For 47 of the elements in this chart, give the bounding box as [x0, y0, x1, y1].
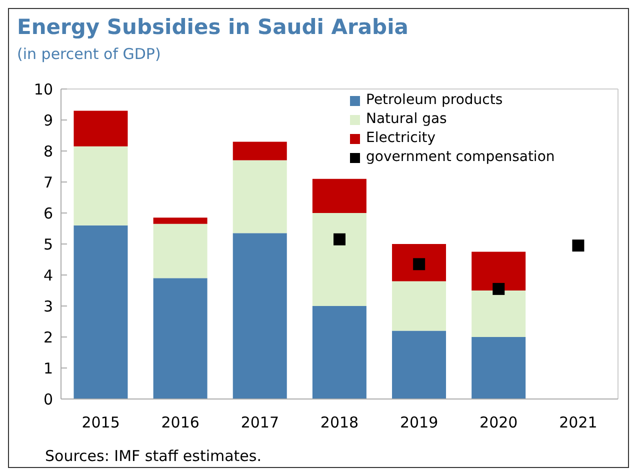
- x-tick-label: 2018: [320, 414, 359, 432]
- y-tick-label: 10: [34, 80, 53, 98]
- x-tick-label: 2020: [480, 414, 518, 432]
- x-tick-label: 2021: [559, 414, 598, 432]
- point: [492, 282, 505, 295]
- bar: [74, 146, 128, 226]
- y-tick-label: 7: [43, 173, 53, 192]
- bar: [392, 281, 446, 331]
- y-tick-label: 8: [43, 142, 53, 160]
- x-tick-label: 2015: [82, 414, 120, 432]
- chart-subtitle: (in percent of GDP): [17, 45, 161, 63]
- y-tick-label: 0: [43, 390, 53, 408]
- x-tick-label: 2016: [161, 414, 200, 432]
- y-tick-label: 6: [43, 204, 53, 222]
- legend-label: Natural gas: [366, 110, 447, 129]
- x-tick-label: 2019: [400, 414, 438, 432]
- bar: [153, 278, 208, 399]
- bar: [232, 160, 287, 234]
- chart-title: Energy Subsidies in Saudi Arabia: [17, 15, 408, 39]
- bar: [472, 337, 526, 399]
- bar: [74, 225, 128, 399]
- bar: [153, 224, 208, 278]
- bar: [472, 252, 526, 290]
- point: [413, 258, 426, 270]
- bar: [312, 178, 366, 213]
- y-tick-label: 5: [43, 235, 53, 254]
- source-note: Sources: IMF staff estimates.: [45, 447, 262, 465]
- bar: [312, 213, 366, 306]
- legend-label: Petroleum products: [366, 91, 503, 110]
- bar: [392, 330, 446, 399]
- legend-label: government compensation: [366, 148, 555, 167]
- y-tick-label: 2: [43, 328, 53, 346]
- x-tick-label: 2017: [240, 414, 280, 432]
- bar: [232, 142, 287, 160]
- y-tick-label: 4: [43, 266, 53, 284]
- bar: [232, 233, 287, 399]
- bar: [472, 290, 526, 337]
- y-tick-label: 9: [43, 111, 53, 130]
- y-tick-label: 3: [43, 297, 53, 316]
- y-tick-label: 1: [43, 359, 53, 378]
- point: [334, 233, 346, 246]
- point: [572, 240, 584, 252]
- bar: [312, 306, 366, 399]
- bar: [74, 110, 128, 146]
- bar: [392, 244, 446, 282]
- bar: [153, 218, 208, 224]
- legend-label: Electricity: [366, 129, 436, 148]
